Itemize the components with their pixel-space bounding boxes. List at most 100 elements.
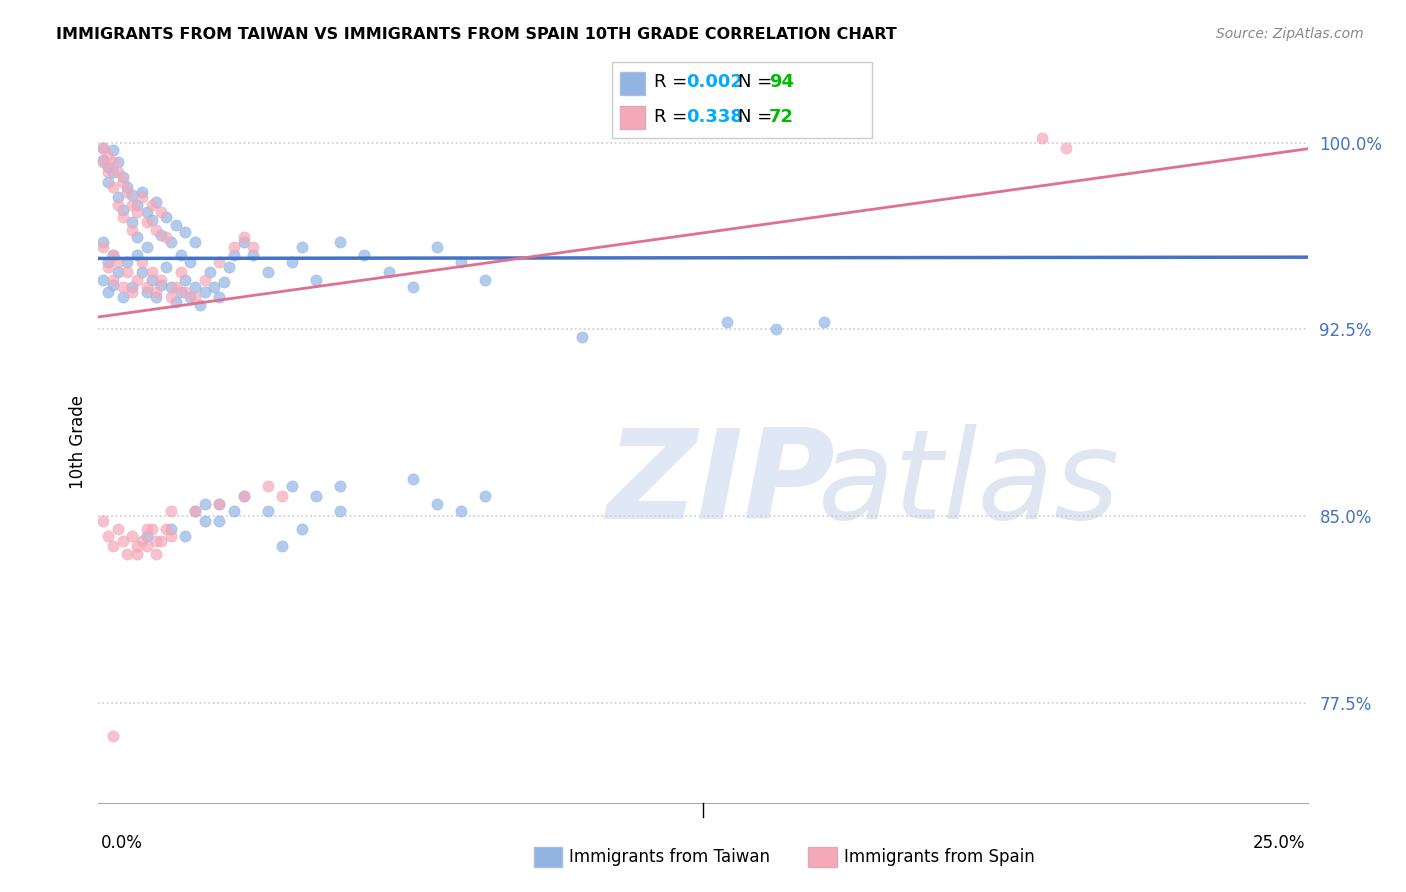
Point [107,155,129,169]
Text: Source: ZipAtlas.com: Source: ZipAtlas.com [1216,27,1364,41]
Text: IMMIGRANTS FROM TAIWAN VS IMMIGRANTS FROM SPAIN 10TH GRADE CORRELATION CHART: IMMIGRANTS FROM TAIWAN VS IMMIGRANTS FRO… [56,27,897,42]
Point [208,514,231,528]
Point [127,272,149,286]
Point [174,285,197,299]
Text: 0.002: 0.002 [686,73,742,91]
Point [813,315,835,329]
Point [131,255,153,269]
Point [1054,140,1077,154]
Point [232,489,254,503]
Point [716,315,738,329]
Point [91,272,114,286]
Point [160,522,183,536]
Point [141,265,163,279]
Point [127,248,149,262]
Point [117,265,139,279]
Point [290,522,312,536]
Point [101,277,124,292]
Point [402,472,425,486]
Point [121,280,143,294]
Point [450,255,472,269]
Point [97,260,120,274]
Point [91,514,114,528]
Point [194,272,217,286]
Point [194,497,217,511]
Point [107,265,129,279]
Point [97,529,120,543]
Point [160,235,183,250]
Point [174,225,197,239]
Point [101,155,124,169]
Point [117,255,139,269]
Point [107,522,129,536]
Point [208,497,231,511]
Point [169,285,191,299]
Point [101,165,124,179]
Point [145,223,167,237]
Point [145,195,167,210]
Point [256,265,278,279]
Point [232,235,254,250]
Point [111,534,134,549]
Point [135,539,157,553]
Point [135,280,157,294]
Point [305,272,328,286]
Point [222,248,245,262]
Point [121,198,143,212]
Point [377,265,399,279]
Point [184,280,207,294]
Point [194,514,217,528]
Point [353,248,375,262]
Text: N =: N = [738,73,778,91]
Point [101,729,124,743]
Point [290,240,312,254]
Point [97,285,120,299]
Point [127,539,149,553]
Point [174,272,197,286]
Point [281,479,304,493]
Point [329,235,352,250]
Point [155,522,177,536]
Point [91,240,114,254]
Point [121,187,143,202]
Point [222,240,245,254]
Point [135,240,157,254]
Point [765,322,787,336]
Point [426,497,449,511]
Point [97,255,120,269]
Point [141,198,163,212]
Point [97,148,120,162]
Point [117,547,139,561]
Text: 0.338: 0.338 [686,108,744,126]
Point [165,280,187,294]
Point [329,504,352,518]
Point [111,211,134,225]
Point [179,255,201,269]
Point [111,202,134,217]
Point [117,186,139,200]
Point [184,290,207,304]
Point [91,235,114,250]
Point [218,260,240,274]
Point [184,504,207,518]
Text: Immigrants from Spain: Immigrants from Spain [844,848,1035,866]
Point [232,230,254,244]
Point [141,272,163,286]
Point [107,190,129,204]
Point [101,272,124,286]
Point [165,218,187,232]
Point [91,153,114,167]
Point [150,534,173,549]
Point [127,547,149,561]
Point [121,285,143,299]
Point [155,260,177,274]
Point [169,265,191,279]
Point [111,290,134,304]
Point [160,504,183,518]
Point [271,539,294,553]
Point [571,330,593,344]
Point [150,272,173,286]
Point [305,489,328,503]
Point [242,240,264,254]
Point [91,140,114,154]
